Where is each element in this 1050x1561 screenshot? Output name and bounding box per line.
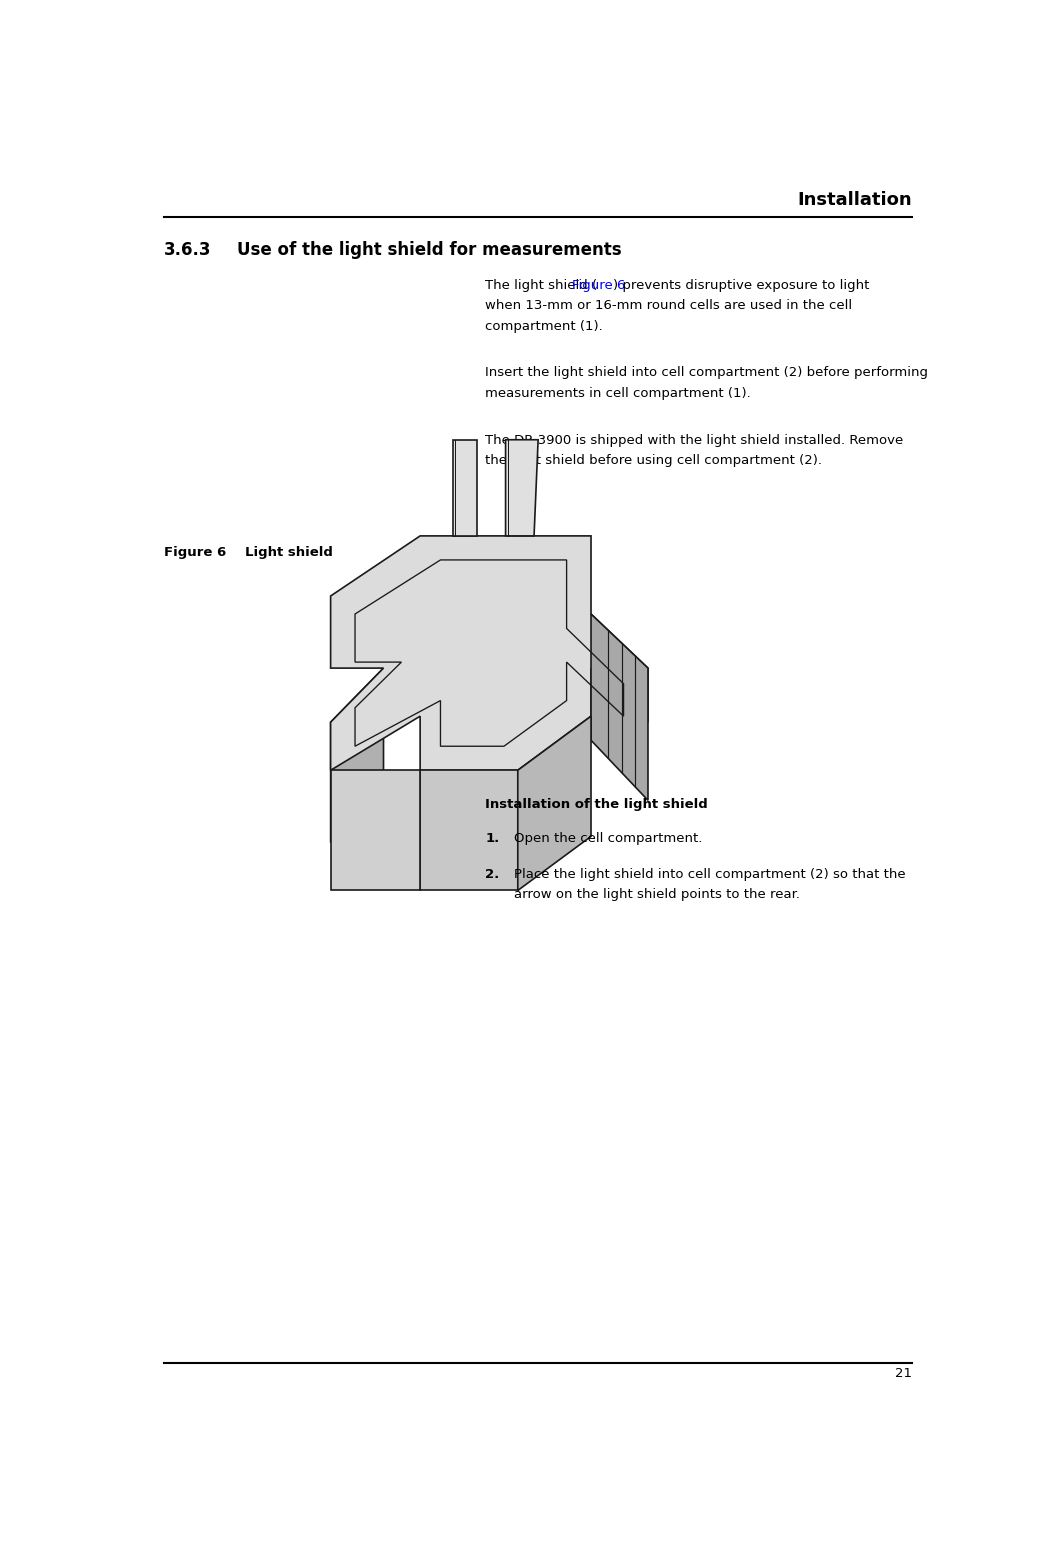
Polygon shape <box>420 770 518 890</box>
Polygon shape <box>506 440 538 535</box>
Text: The DR 3900 is shipped with the light shield installed. Remove: The DR 3900 is shipped with the light sh… <box>485 434 903 446</box>
Text: Light shield: Light shield <box>246 545 333 559</box>
Text: 21: 21 <box>896 1367 912 1380</box>
Text: Open the cell compartment.: Open the cell compartment. <box>513 832 702 845</box>
Text: Installation: Installation <box>798 190 912 209</box>
Text: The light shield (: The light shield ( <box>485 279 597 292</box>
Text: compartment (1).: compartment (1). <box>485 320 603 332</box>
Text: Place the light shield into cell compartment (2) so that the: Place the light shield into cell compart… <box>513 868 905 880</box>
Text: ) prevents disruptive exposure to light: ) prevents disruptive exposure to light <box>613 279 869 292</box>
Polygon shape <box>331 668 383 843</box>
Text: arrow on the light shield points to the rear.: arrow on the light shield points to the … <box>513 888 800 901</box>
Text: the light shield before using cell compartment (2).: the light shield before using cell compa… <box>485 454 822 467</box>
Polygon shape <box>331 535 648 770</box>
Text: 3.6.3: 3.6.3 <box>164 242 211 259</box>
Text: Insert the light shield into cell compartment (2) before performing: Insert the light shield into cell compar… <box>485 367 928 379</box>
Text: 2.: 2. <box>485 868 500 880</box>
Text: Installation of the light shield: Installation of the light shield <box>485 798 708 810</box>
Text: Figure 6: Figure 6 <box>164 545 226 559</box>
Text: Use of the light shield for measurements: Use of the light shield for measurements <box>237 242 622 259</box>
Polygon shape <box>518 716 591 890</box>
Polygon shape <box>331 770 420 890</box>
Text: 1.: 1. <box>485 832 500 845</box>
Text: when 13-mm or 16-mm round cells are used in the cell: when 13-mm or 16-mm round cells are used… <box>485 300 853 312</box>
Text: Figure 6: Figure 6 <box>572 279 626 292</box>
Text: measurements in cell compartment (1).: measurements in cell compartment (1). <box>485 387 751 400</box>
Polygon shape <box>453 440 477 535</box>
Polygon shape <box>591 613 648 801</box>
